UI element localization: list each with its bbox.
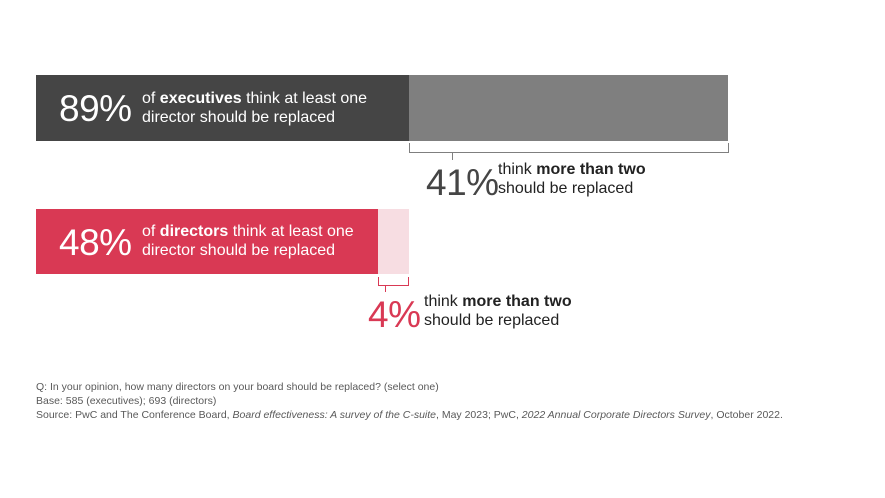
footnote-source: Source: PwC and The Conference Board, Bo… xyxy=(36,408,783,422)
directors-sub-label-pre: think xyxy=(424,293,463,310)
directors-bracket-tick xyxy=(385,286,386,292)
executives-bar-primary xyxy=(36,75,409,141)
directors-sub-label-bold: more than two xyxy=(462,293,572,310)
footnote-question: Q: In your opinion, how many directors o… xyxy=(36,381,439,393)
source-text-2: , May 2023; PwC, xyxy=(436,409,522,421)
source-text-1: Source: PwC and The Conference Board, xyxy=(36,409,233,421)
directors-bar-secondary xyxy=(378,209,409,274)
source-text-3: , October 2022. xyxy=(710,409,783,421)
source-title-2: 2022 Annual Corporate Directors Survey xyxy=(521,409,711,421)
directors-label-line2: director should be replaced xyxy=(142,242,336,259)
executives-sub-label: think more than two should be replaced xyxy=(498,160,646,198)
executives-label-post: think at least one xyxy=(241,90,368,107)
executives-label-pre: of xyxy=(142,90,160,107)
executives-bracket-tick xyxy=(452,153,453,160)
footnote-base: Base: 585 (executives); 693 (directors) xyxy=(36,395,217,407)
directors-bracket xyxy=(378,277,409,286)
executives-sub-label-pre: think xyxy=(498,161,537,178)
executives-label-line2: director should be replaced xyxy=(142,109,336,126)
executives-label-bold: executives xyxy=(159,90,242,107)
executives-bar-secondary xyxy=(409,75,728,141)
directors-label-bold: directors xyxy=(159,223,229,240)
directors-label: of directors think at least one director… xyxy=(142,222,354,260)
executives-pct: 89% xyxy=(59,88,132,129)
directors-sub-label-line2: should be replaced xyxy=(424,312,560,329)
source-title-1: Board effectiveness: A survey of the C-s… xyxy=(232,409,436,421)
directors-label-pre: of xyxy=(142,223,160,240)
executives-sub-pct: 41% xyxy=(426,162,499,203)
executives-label: of executives think at least one directo… xyxy=(142,89,367,127)
directors-pct: 48% xyxy=(59,222,132,263)
executives-sub-label-bold: more than two xyxy=(536,161,646,178)
directors-sub-label: think more than two should be replaced xyxy=(424,292,572,330)
executives-sub-label-line2: should be replaced xyxy=(498,180,634,197)
directors-sub-pct: 4% xyxy=(368,294,421,335)
executives-bracket xyxy=(409,143,729,153)
directors-bar-primary xyxy=(36,209,378,274)
directors-label-post: think at least one xyxy=(228,223,354,240)
